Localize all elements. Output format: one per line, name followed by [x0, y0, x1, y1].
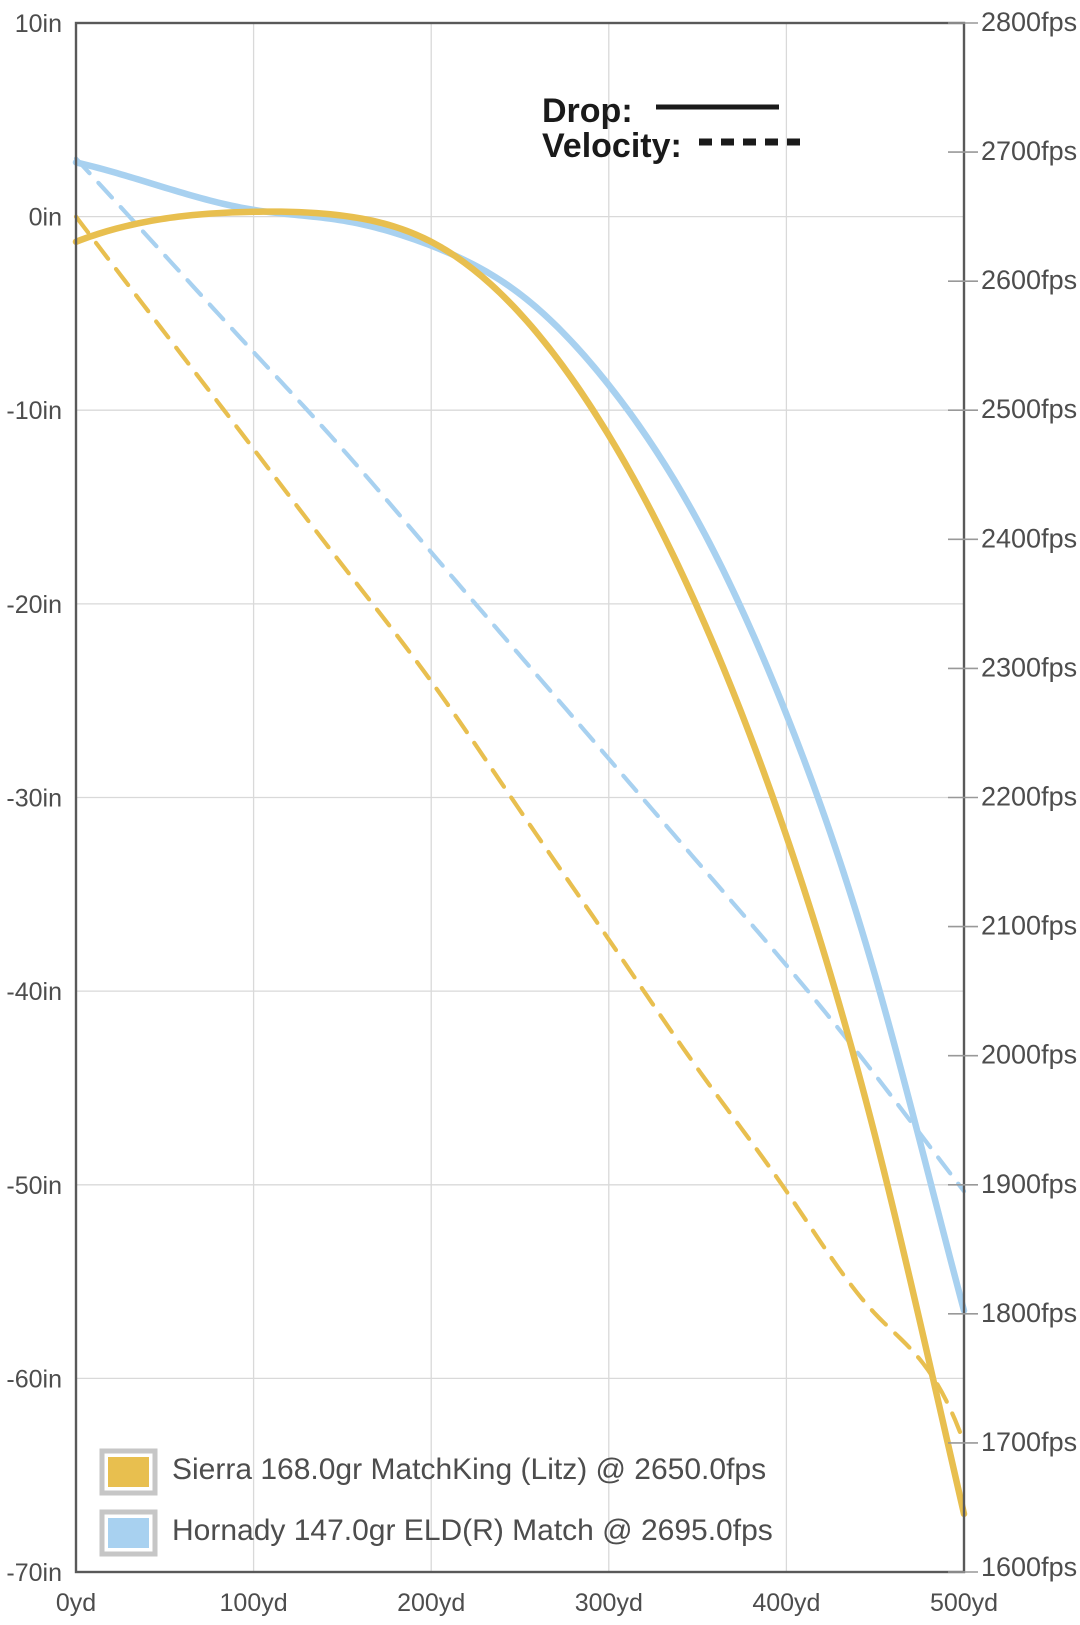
svg-text:400yd: 400yd — [752, 1589, 820, 1617]
svg-text:1800fps: 1800fps — [981, 1298, 1077, 1328]
svg-text:Sierra 168.0gr MatchKing (Litz: Sierra 168.0gr MatchKing (Litz) @ 2650.0… — [172, 1453, 766, 1486]
svg-text:300yd: 300yd — [575, 1589, 643, 1617]
svg-text:200yd: 200yd — [397, 1589, 465, 1617]
svg-text:-10in: -10in — [6, 397, 62, 425]
svg-text:-40in: -40in — [6, 978, 62, 1006]
svg-text:2700fps: 2700fps — [981, 136, 1077, 166]
svg-text:2600fps: 2600fps — [981, 265, 1077, 295]
svg-text:2100fps: 2100fps — [981, 911, 1077, 941]
svg-text:500yd: 500yd — [930, 1589, 998, 1617]
svg-text:10in: 10in — [15, 10, 62, 38]
svg-text:-20in: -20in — [6, 591, 62, 619]
svg-text:2200fps: 2200fps — [981, 782, 1077, 812]
svg-text:Drop:: Drop: — [542, 92, 633, 130]
svg-text:2800fps: 2800fps — [981, 7, 1077, 37]
svg-text:100yd: 100yd — [220, 1589, 288, 1617]
svg-text:-70in: -70in — [6, 1559, 62, 1587]
svg-text:2000fps: 2000fps — [981, 1040, 1077, 1070]
svg-text:2400fps: 2400fps — [981, 523, 1077, 553]
svg-text:1700fps: 1700fps — [981, 1427, 1077, 1457]
svg-text:Velocity:: Velocity: — [542, 127, 682, 165]
svg-text:-60in: -60in — [6, 1365, 62, 1393]
svg-text:Hornady 147.0gr ELD(R) Match @: Hornady 147.0gr ELD(R) Match @ 2695.0fps — [172, 1514, 773, 1547]
svg-text:0yd: 0yd — [56, 1589, 96, 1617]
svg-text:-30in: -30in — [6, 785, 62, 813]
svg-text:1900fps: 1900fps — [981, 1169, 1077, 1199]
svg-text:2300fps: 2300fps — [981, 652, 1077, 682]
svg-text:0in: 0in — [29, 204, 62, 232]
svg-text:1600fps: 1600fps — [981, 1552, 1077, 1582]
svg-text:-50in: -50in — [6, 1172, 62, 1200]
svg-text:2500fps: 2500fps — [981, 394, 1077, 424]
